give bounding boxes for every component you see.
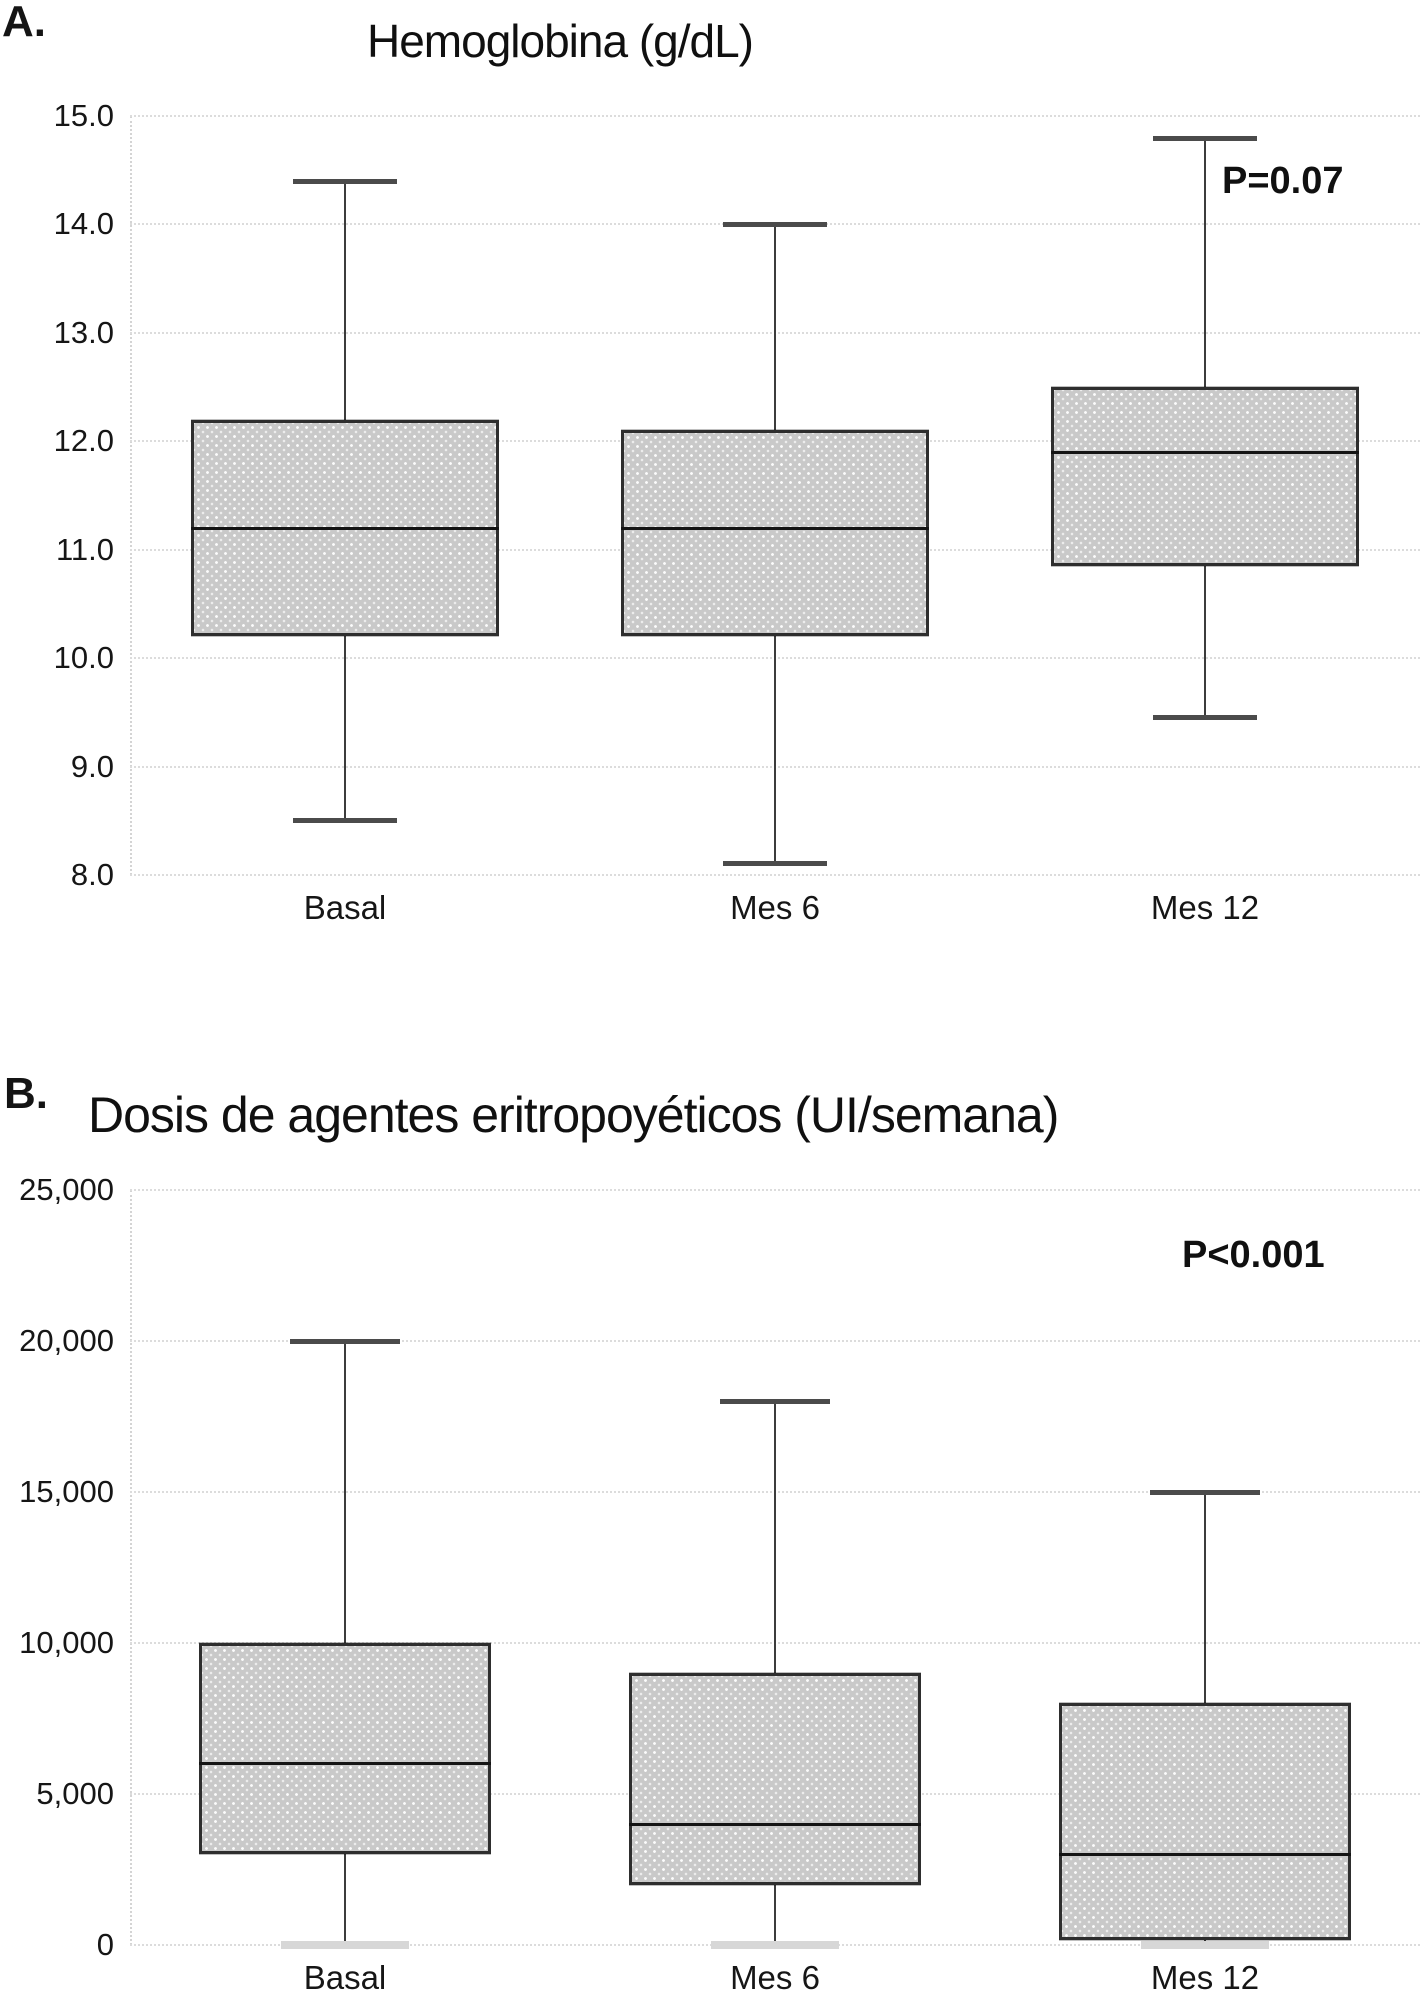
median-line (1059, 1852, 1351, 1856)
gridline (130, 1189, 1420, 1191)
y-tick-label: 12.0 (53, 423, 114, 459)
whisker-cap-max (293, 179, 397, 185)
y-tick-label: 25,000 (19, 1172, 114, 1207)
chart-b-title: Dosis de agentes eritropoyéticos (UI/sem… (88, 1087, 1059, 1143)
x-tick-label: Mes 12 (1150, 889, 1260, 926)
y-axis-line (130, 116, 132, 875)
box (621, 430, 929, 637)
gridline (130, 874, 1420, 876)
x-tick-label: Mes 6 (730, 1959, 820, 1996)
y-tick-label: 11.0 (55, 531, 114, 567)
whisker-cap-min (1153, 714, 1257, 720)
whisker-cap-min (293, 817, 397, 823)
chart-b-pvalue: P<0.001 (1182, 1234, 1325, 1276)
y-tick-label: 20,000 (19, 1323, 114, 1358)
x-tick-label: Basal (303, 889, 387, 926)
whisker-cap-max (290, 1339, 400, 1344)
box (1059, 1703, 1351, 1941)
x-tick-label: Mes 6 (730, 889, 820, 926)
gridline (130, 115, 1420, 117)
y-tick-label: 0 (96, 1927, 114, 1962)
whisker-cap-max (1150, 1490, 1260, 1495)
panel-letter-a: A. (2, 0, 46, 46)
whisker-cap-min (1141, 1941, 1269, 1949)
y-tick-label: 14.0 (53, 206, 114, 242)
box (199, 1643, 491, 1855)
y-tick-label: 15.0 (53, 98, 114, 133)
panel-letter-b: B. (4, 1069, 48, 1118)
median-line (621, 526, 929, 530)
x-tick-label: Mes 12 (1150, 1959, 1260, 1996)
y-tick-label: 10.0 (53, 640, 114, 676)
y-axis-line (130, 1190, 132, 1945)
y-tick-label: 15,000 (19, 1474, 114, 1509)
median-line (629, 1822, 921, 1826)
chart-a-pvalue: P=0.07 (1222, 160, 1344, 202)
median-line (1051, 450, 1359, 454)
box (1051, 387, 1359, 566)
box (629, 1673, 921, 1885)
whisker-cap-max (720, 1399, 830, 1405)
y-tick-label: 8.0 (70, 857, 114, 892)
median-line (191, 526, 499, 530)
y-tick-label: 10,000 (19, 1625, 114, 1660)
median-line (199, 1762, 491, 1766)
x-tick-label: Basal (303, 1959, 387, 1996)
whisker-cap-max (723, 222, 827, 228)
whisker-cap-max (1153, 135, 1257, 141)
whisker-cap-min (281, 1941, 409, 1949)
y-tick-label: 5,000 (36, 1776, 114, 1811)
chart-a-title: Hemoglobina (g/dL) (366, 15, 754, 67)
y-tick-label: 13.0 (53, 314, 114, 350)
whisker-cap-min (711, 1941, 839, 1949)
y-tick-label: 9.0 (70, 748, 114, 784)
gridline (130, 1340, 1420, 1342)
whisker-cap-min (723, 861, 827, 867)
